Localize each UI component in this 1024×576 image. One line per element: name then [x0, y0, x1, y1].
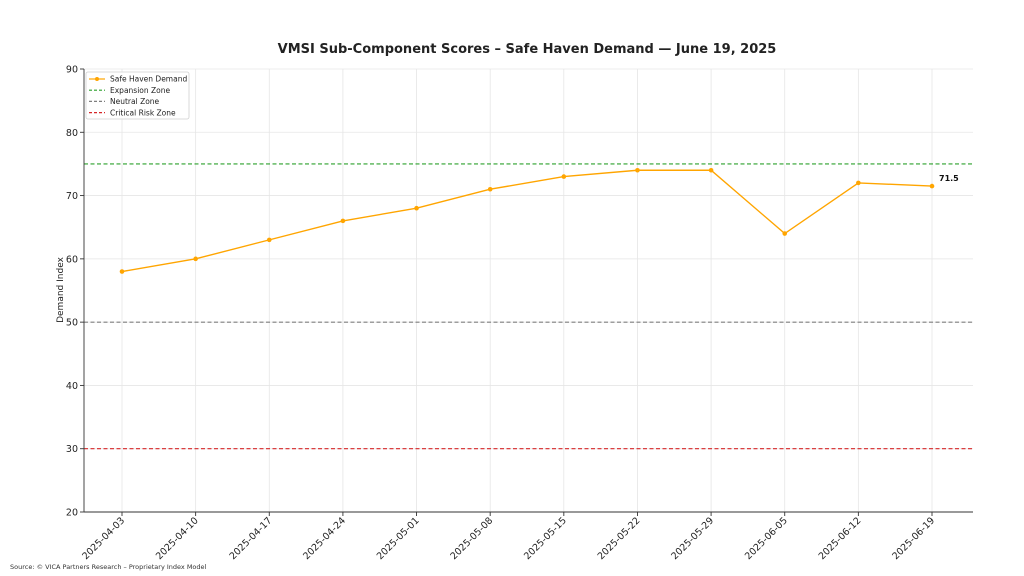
source-note: Source: © VICA Partners Research – Propr…: [10, 563, 207, 571]
y-tick-label: 30: [66, 444, 78, 455]
x-tick-label: 2025-04-03: [80, 515, 127, 562]
data-label-last-value: 71.5: [939, 174, 959, 183]
x-tick-label: 2025-06-19: [890, 515, 937, 562]
x-tick-label: 2025-06-05: [743, 515, 790, 562]
x-tick-label: 2025-04-24: [301, 515, 348, 562]
series-line-safe-haven-demand: [121, 169, 933, 273]
legend-box: [85, 71, 190, 120]
y-tick-label: 50: [66, 318, 78, 329]
data-point: [414, 205, 419, 211]
data-point: [119, 269, 125, 274]
x-tick-label: 2025-05-08: [448, 515, 495, 562]
y-tick-label: 60: [66, 254, 78, 265]
x-tick-label: 2025-05-15: [522, 515, 569, 562]
x-tick-label: 2025-05-01: [375, 515, 422, 562]
x-tick-label: 2025-04-10: [154, 515, 201, 562]
y-tick-label: 70: [66, 191, 78, 202]
legend-label: Neutral Zone: [110, 97, 160, 106]
x-tick-label: 2025-04-17: [228, 515, 275, 562]
y-tick-label: 20: [66, 508, 78, 519]
x-tick-label: 2025-05-29: [669, 515, 716, 562]
y-axis-label: Demand Index: [56, 256, 66, 322]
data-point: [487, 186, 493, 192]
chart-title: VMSI Sub-Component Scores – Safe Haven D…: [278, 42, 777, 57]
data-point: [266, 237, 272, 243]
legend-label: Critical Risk Zone: [110, 108, 176, 117]
data-point: [708, 167, 714, 173]
legend-label: Safe Haven Demand: [110, 75, 187, 84]
y-tick-label: 80: [66, 128, 78, 139]
legend-marker: [95, 77, 99, 81]
data-point: [193, 256, 198, 262]
data-point: [929, 183, 935, 189]
data-point: [856, 180, 861, 186]
data-point: [782, 231, 788, 236]
x-tick-label: 2025-05-22: [596, 515, 643, 562]
y-tick-label: 90: [66, 65, 78, 76]
data-point: [561, 174, 567, 179]
x-tick-label: 2025-06-12: [817, 515, 864, 562]
legend-label: Expansion Zone: [110, 86, 170, 95]
data-point: [340, 218, 346, 224]
data-point: [635, 167, 640, 173]
y-tick-label: 40: [66, 381, 78, 392]
